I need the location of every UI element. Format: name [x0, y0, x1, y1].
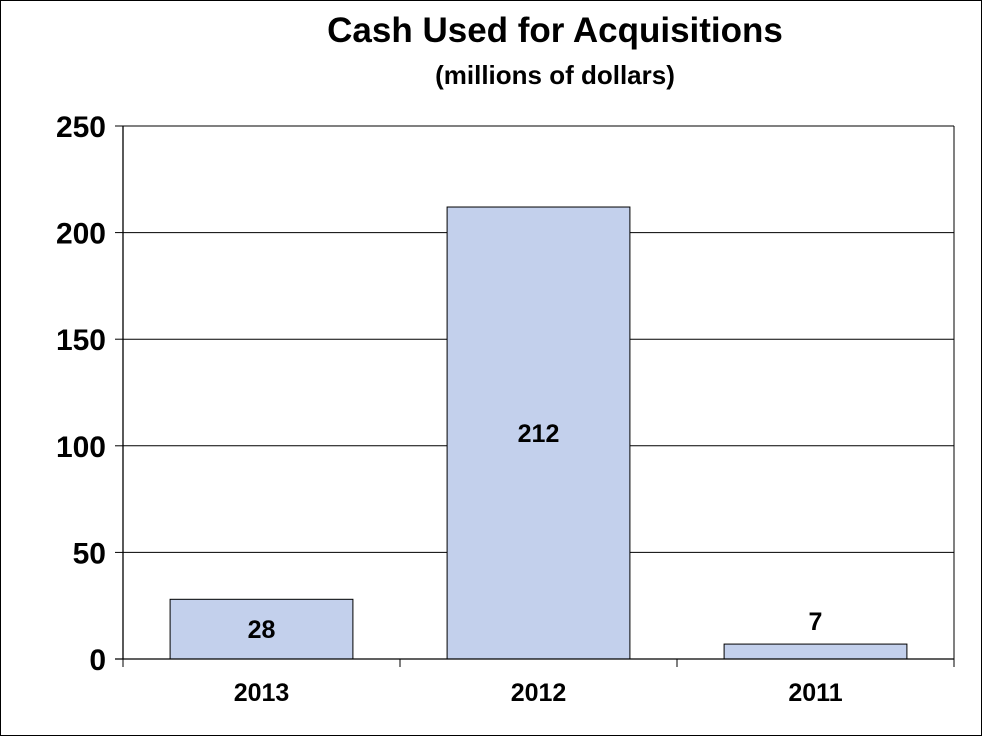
data-label: 7 [809, 608, 823, 636]
bar-2013 [169, 598, 354, 660]
data-label: 212 [518, 420, 560, 448]
y-tick-label: 0 [89, 644, 106, 677]
y-tick-label: 100 [56, 431, 106, 464]
x-tick-label: 2012 [511, 679, 567, 707]
bar-2011 [723, 643, 908, 660]
x-tick-label: 2013 [234, 679, 290, 707]
data-label: 28 [248, 616, 276, 644]
chart-title: Cash Used for Acquisitions [327, 11, 783, 50]
y-tick-label: 50 [73, 537, 106, 570]
y-tick-label: 150 [56, 324, 106, 357]
bar-2012 [446, 206, 631, 660]
y-tick-label: 250 [56, 111, 106, 144]
x-tick-label: 2011 [788, 679, 842, 707]
y-tick-label: 200 [56, 218, 106, 251]
chart-subtitle: (millions of dollars) [435, 60, 675, 90]
